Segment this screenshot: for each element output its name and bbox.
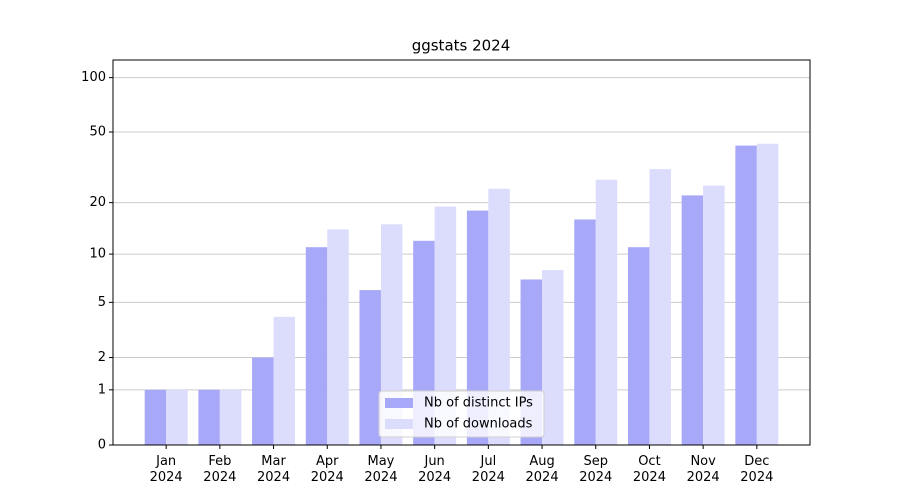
y-tick-label: 5 — [98, 295, 106, 310]
plot-frame — [112, 59, 811, 446]
bar — [466, 210, 489, 445]
bar — [252, 357, 274, 445]
y-tick-label: 10 — [89, 247, 106, 262]
legend-label: Nb of downloads — [424, 417, 533, 432]
bar — [359, 290, 381, 445]
x-tick-label: Sep 2024 — [579, 454, 612, 485]
y-tick-label: 1 — [98, 382, 106, 397]
x-tick-label: Jul 2024 — [472, 454, 505, 485]
legend-swatch — [385, 419, 413, 429]
bar — [219, 389, 242, 445]
x-tick-label: Jan 2024 — [150, 454, 183, 485]
bar — [198, 389, 220, 445]
x-tick-label: Mar 2024 — [257, 454, 290, 485]
bar — [434, 206, 457, 445]
bar — [380, 224, 403, 445]
x-tick-label: Aug 2024 — [526, 454, 559, 485]
bar — [703, 185, 725, 446]
x-tick-label: Feb 2024 — [203, 454, 236, 485]
bar — [574, 219, 596, 445]
x-tick-label: Oct 2024 — [633, 454, 666, 485]
bar — [735, 145, 757, 445]
y-tick-label: 2 — [98, 350, 106, 365]
x-tick-label: Nov 2024 — [687, 454, 720, 485]
bar — [488, 188, 510, 445]
bar — [144, 389, 167, 445]
bar — [166, 389, 188, 445]
legend-label: Nb of distinct IPs — [424, 396, 533, 411]
y-tick-label: 100 — [81, 70, 106, 85]
bar — [305, 247, 328, 445]
y-tick-label: 20 — [89, 195, 106, 210]
bar — [627, 247, 650, 445]
chart-title: ggstats 2024 — [412, 37, 511, 55]
bar — [681, 195, 704, 445]
y-tick-label: 50 — [89, 125, 106, 140]
x-tick-label: Dec 2024 — [740, 454, 773, 485]
legend-swatch — [385, 398, 413, 408]
bar — [649, 169, 671, 445]
bar — [327, 229, 349, 445]
bar — [756, 143, 779, 446]
legend-box — [378, 390, 545, 438]
bar — [595, 179, 618, 445]
bar — [273, 316, 296, 445]
x-tick-label: Jun 2024 — [418, 454, 451, 485]
y-tick-label: 0 — [98, 438, 106, 453]
x-tick-label: May 2024 — [364, 454, 397, 485]
x-tick-label: Apr 2024 — [311, 454, 344, 485]
bar — [542, 270, 564, 445]
